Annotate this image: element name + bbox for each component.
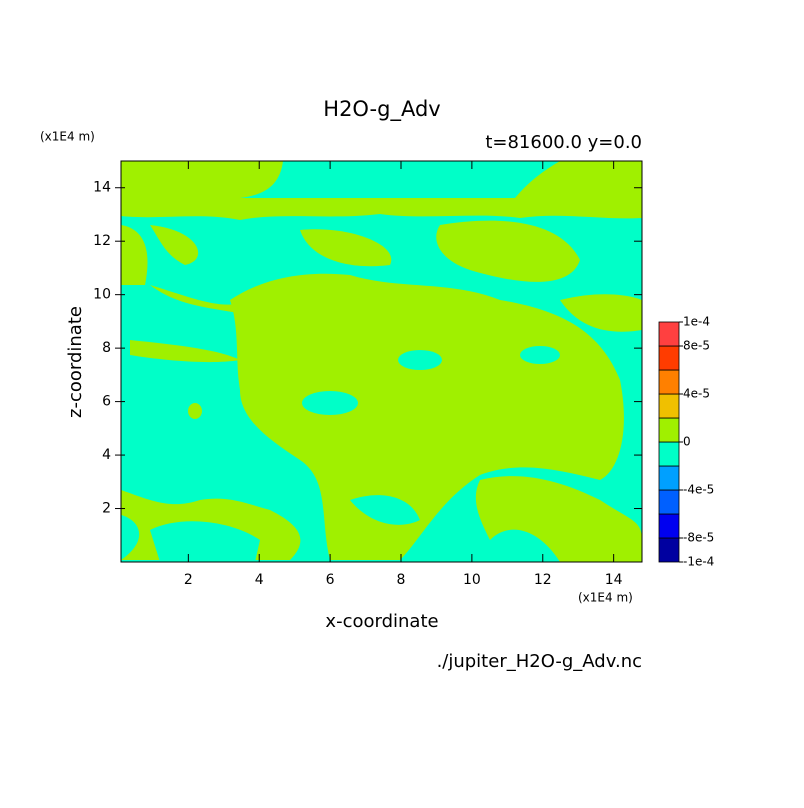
colorbar-tick-label: 4e-5	[683, 387, 710, 401]
y-tick-label: 10	[93, 287, 111, 303]
contour-region	[230, 273, 624, 560]
y-tick-label: 6	[102, 394, 111, 410]
colorbar-tick-label: -4e-5	[683, 483, 714, 497]
colorbar-segment	[658, 369, 680, 395]
colorbar-segment	[658, 417, 680, 443]
x-tick-label: 12	[534, 572, 552, 588]
contour-region	[150, 521, 260, 562]
y-unit: (x1E4 m)	[40, 130, 95, 144]
contour-region	[436, 220, 580, 282]
y-tick-label: 2	[102, 501, 111, 517]
colorbar-segment	[658, 321, 680, 347]
contour-region	[130, 340, 240, 363]
source-file: ./jupiter_H2O-g_Adv.nc	[437, 651, 642, 672]
y-axis-label: z-coordinate	[65, 306, 86, 418]
contour-region	[398, 350, 442, 370]
x-tick-label: 14	[605, 572, 623, 588]
colorbar-tick-label: 0	[683, 435, 691, 449]
x-tick-label: 6	[326, 572, 335, 588]
y-tick-label: 14	[93, 180, 111, 196]
contour-field	[121, 161, 642, 562]
colorbar-tick-label: -8e-5	[683, 531, 714, 545]
x-tick-label: 4	[255, 572, 264, 588]
contour-region	[121, 198, 642, 220]
chart-title: H2O-g_Adv	[323, 97, 440, 122]
contour-region	[350, 495, 420, 525]
colorbar-segment	[658, 537, 680, 563]
colorbar: 1e-4 8e-5 4e-5 0 -4e-5 -8e-5 -1e-4	[658, 315, 714, 569]
y-tick-label: 8	[102, 340, 111, 356]
colorbar-segment	[658, 441, 680, 467]
contour-region	[300, 229, 392, 267]
contour-region	[121, 161, 283, 198]
colorbar-segment	[658, 489, 680, 515]
contour-region	[188, 403, 202, 419]
x-tick-label: 8	[397, 572, 406, 588]
x-tick-label: 10	[463, 572, 481, 588]
y-tick-label: 4	[102, 447, 111, 463]
x-axis-label: x-coordinate	[325, 611, 438, 632]
chart-subtitle: t=81600.0 y=0.0	[485, 132, 642, 153]
contour-region	[560, 294, 642, 332]
colorbar-segment	[658, 345, 680, 371]
contour-region	[475, 476, 642, 562]
plot-frame	[120, 160, 643, 563]
colorbar-tick-label: 8e-5	[683, 339, 710, 353]
contour-region	[150, 225, 199, 265]
y-tick-label: 12	[93, 233, 111, 249]
axes: 2 4 6 8 10 12 14 2 4 6 8 10 12 14	[93, 161, 642, 588]
colorbar-tick-label: 1e-4	[683, 315, 710, 329]
colorbar-segment	[658, 513, 680, 539]
contour-region	[121, 225, 148, 285]
contour-region	[515, 161, 642, 198]
colorbar-tick-label: -1e-4	[683, 555, 714, 569]
x-unit: (x1E4 m)	[578, 591, 633, 605]
x-tick-label: 2	[184, 572, 193, 588]
colorbar-segment	[658, 393, 680, 419]
contour-region	[520, 346, 560, 364]
contour-region	[302, 391, 358, 415]
colorbar-segment	[658, 465, 680, 491]
